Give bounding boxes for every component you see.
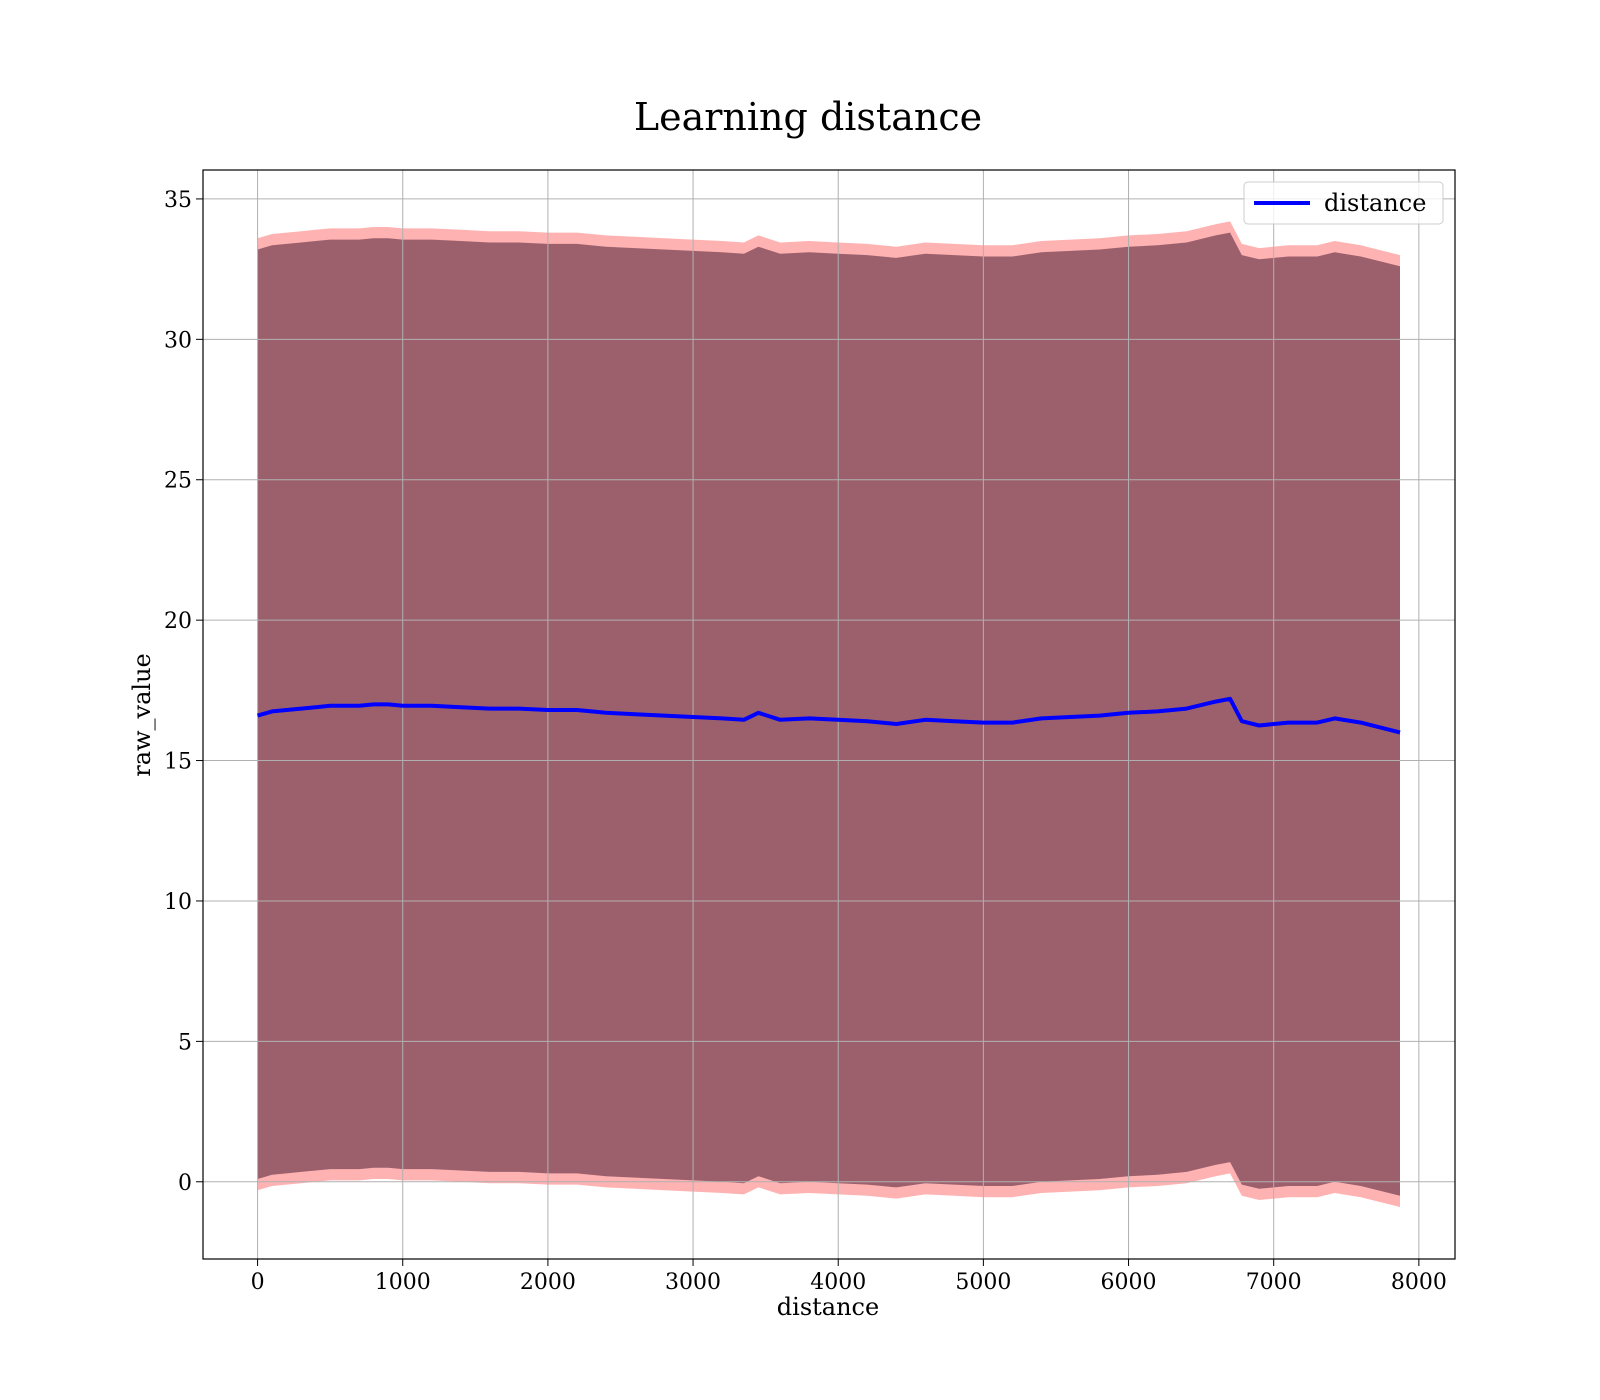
chart-title: Learning distance — [634, 95, 982, 139]
x-tick-label: 3000 — [665, 1270, 721, 1295]
y-tick-label: 15 — [164, 750, 192, 775]
x-tick-label: 1000 — [375, 1270, 431, 1295]
y-axis-label: raw_value — [128, 653, 156, 777]
legend-box — [1243, 181, 1444, 225]
y-tick-label: 0 — [178, 1171, 192, 1196]
y-tick-label: 5 — [178, 1030, 192, 1055]
y-tick-label: 30 — [164, 328, 192, 353]
y-tick-label: 35 — [164, 188, 192, 213]
legend-label: distance — [1324, 189, 1426, 217]
y-tick-label: 10 — [164, 890, 192, 915]
x-tick-label: 6000 — [1101, 1270, 1157, 1295]
x-tick-label: 8000 — [1391, 1270, 1447, 1295]
plot-frame — [202, 169, 1456, 1260]
x-axis-label: distance — [777, 1293, 879, 1321]
y-tick-label: 20 — [164, 609, 192, 634]
x-tick-label: 4000 — [810, 1270, 866, 1295]
x-tick-label: 7000 — [1246, 1270, 1302, 1295]
x-tick-label: 5000 — [955, 1270, 1011, 1295]
x-tick-label: 2000 — [520, 1270, 576, 1295]
line — [257, 696, 1401, 735]
band — [257, 232, 1401, 1196]
y-tick-label: 25 — [164, 469, 192, 494]
x-tick-label: 0 — [251, 1270, 265, 1295]
